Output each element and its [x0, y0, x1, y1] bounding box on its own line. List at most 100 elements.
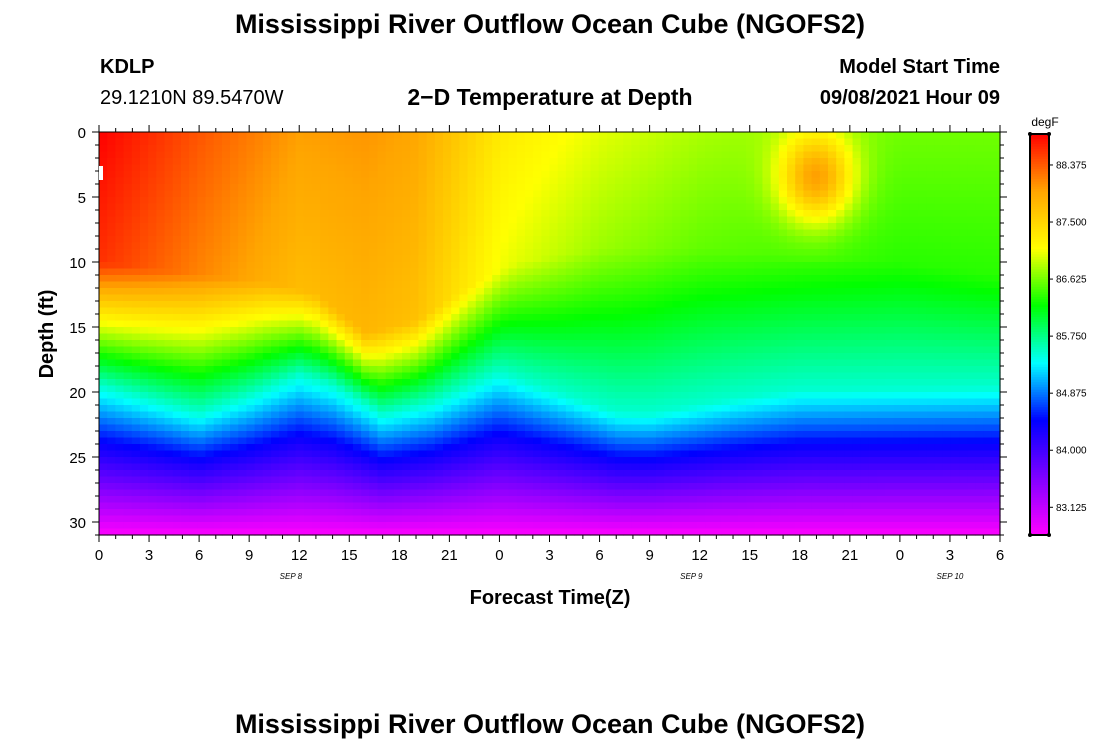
heatmap-cell	[262, 314, 272, 322]
heatmap-cell	[483, 158, 493, 166]
heatmap-cell	[942, 158, 952, 166]
heatmap-cell	[934, 255, 944, 263]
heatmap-cell	[827, 223, 837, 231]
heatmap-cell	[320, 184, 329, 192]
heatmap-cell	[344, 366, 354, 374]
heatmap-cell	[860, 340, 870, 348]
heatmap-cell	[336, 210, 346, 218]
heatmap-cell	[311, 281, 321, 289]
heatmap-cell	[827, 197, 837, 205]
heatmap-cell	[877, 164, 886, 172]
heatmap-cell	[524, 216, 534, 224]
heatmap-cell	[778, 405, 788, 413]
heatmap-cell	[123, 210, 133, 218]
heatmap-cell	[131, 307, 141, 315]
heatmap-cell	[926, 216, 936, 224]
heatmap-cell	[606, 203, 616, 211]
heatmap-cell	[131, 151, 141, 159]
heatmap-cell	[803, 190, 813, 198]
heatmap-cell	[516, 223, 526, 231]
heatmap-cell	[754, 288, 764, 296]
heatmap-cell	[606, 418, 616, 426]
heatmap-cell	[655, 294, 665, 302]
heatmap-cell	[549, 372, 559, 380]
heatmap-cell	[287, 242, 297, 250]
heatmap-cell	[172, 164, 182, 172]
heatmap-cell	[172, 177, 182, 185]
heatmap-cell	[459, 314, 469, 322]
heatmap-cell	[262, 138, 272, 146]
heatmap-cell	[180, 249, 190, 257]
heatmap-cell	[139, 320, 149, 328]
heatmap-cell	[303, 424, 313, 432]
heatmap-cell	[795, 281, 805, 289]
heatmap-cell	[99, 346, 108, 354]
heatmap-cell	[377, 262, 387, 270]
heatmap-cell	[778, 177, 788, 185]
heatmap-cell	[172, 333, 182, 341]
heatmap-cell	[680, 366, 690, 374]
heatmap-cell	[189, 151, 198, 159]
heatmap-cell	[139, 158, 149, 166]
heatmap-cell	[582, 242, 592, 250]
heatmap-cell	[885, 132, 895, 140]
heatmap-cell	[959, 132, 968, 140]
heatmap-cell	[246, 424, 256, 432]
heatmap-cell	[377, 333, 387, 341]
heatmap-cell	[467, 249, 477, 257]
heatmap-cell	[328, 158, 338, 166]
heatmap-cell	[688, 242, 698, 250]
heatmap-cell	[655, 177, 665, 185]
heatmap-cell	[590, 405, 600, 413]
heatmap-cell	[418, 255, 428, 263]
heatmap-cell	[492, 158, 501, 166]
heatmap-cell	[631, 385, 641, 393]
heatmap-cell	[524, 333, 534, 341]
heatmap-cell	[131, 314, 141, 322]
heatmap-cell	[631, 288, 641, 296]
heatmap-cell	[926, 372, 936, 380]
heatmap-cell	[295, 171, 305, 179]
heatmap-cell	[189, 411, 198, 419]
heatmap-cell	[262, 236, 272, 244]
heatmap-cell	[770, 327, 780, 335]
heatmap-cell	[402, 333, 411, 341]
heatmap-cell	[778, 249, 788, 257]
heatmap-cell	[352, 216, 362, 224]
heatmap-cell	[639, 320, 649, 328]
heatmap-cell	[582, 307, 592, 315]
heatmap-cell	[344, 210, 354, 218]
heatmap-cell	[369, 424, 379, 432]
heatmap-cell	[139, 411, 149, 419]
heatmap-cell	[778, 366, 788, 374]
heatmap-cell	[271, 242, 280, 250]
heatmap-cell	[246, 236, 256, 244]
heatmap-cell	[246, 255, 256, 263]
heatmap-cell	[975, 229, 985, 237]
heatmap-cell	[516, 203, 526, 211]
heatmap-cell	[393, 197, 403, 205]
heatmap-cell	[852, 229, 862, 237]
heatmap-cell	[197, 307, 207, 315]
heatmap-cell	[156, 249, 166, 257]
heatmap-cell	[443, 210, 452, 218]
heatmap-cell	[426, 379, 436, 387]
heatmap-cell	[99, 184, 108, 192]
heatmap-cell	[860, 327, 870, 335]
heatmap-cell	[139, 145, 149, 153]
heatmap-cell	[393, 301, 403, 309]
heatmap-cell	[443, 294, 452, 302]
heatmap-cell	[803, 223, 813, 231]
heatmap-cell	[205, 171, 215, 179]
heatmap-cell	[598, 288, 608, 296]
heatmap-cell	[950, 392, 960, 400]
heatmap-cell	[787, 307, 796, 315]
heatmap-cell	[107, 242, 116, 250]
heatmap-cell	[868, 249, 878, 257]
heatmap-cell	[795, 346, 805, 354]
heatmap-cell	[934, 294, 944, 302]
heatmap-cell	[344, 216, 354, 224]
heatmap-cell	[737, 197, 747, 205]
heatmap-cell	[598, 392, 608, 400]
heatmap-cell	[803, 294, 813, 302]
